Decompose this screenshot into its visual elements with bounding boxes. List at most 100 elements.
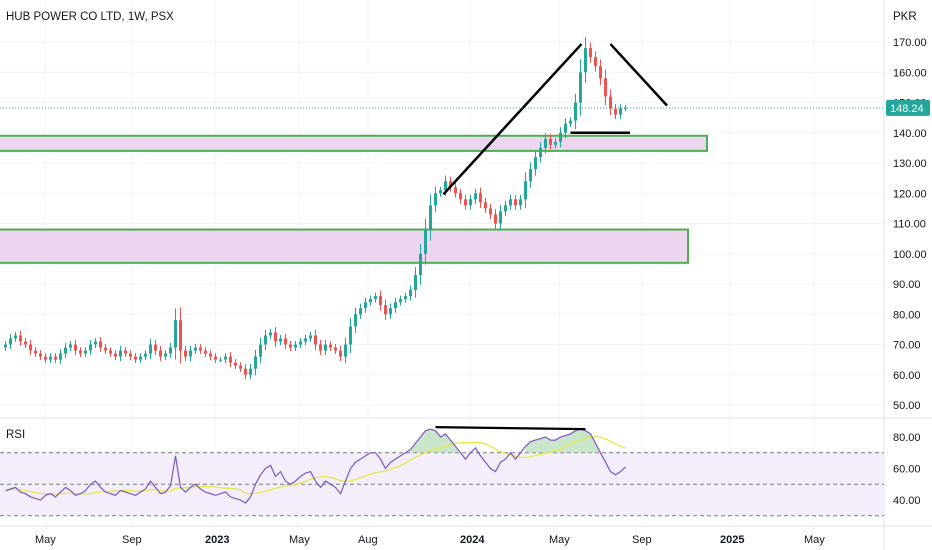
trend-line-falling: [609, 43, 668, 107]
currency-label[interactable]: PKR: [893, 11, 917, 23]
price-tick-label: 90.00: [893, 279, 921, 291]
candle-body: [364, 302, 367, 309]
candle-body: [119, 350, 122, 357]
candle-body: [109, 350, 112, 354]
candle-body: [594, 57, 597, 67]
candle-body: [419, 253, 422, 275]
candle-body: [189, 350, 192, 357]
candle-body: [389, 308, 392, 315]
rsi-label[interactable]: RSI: [6, 429, 25, 441]
candle-body: [504, 205, 507, 212]
candle-body: [499, 211, 502, 224]
candle-body: [64, 347, 67, 354]
candle-body: [194, 347, 197, 351]
candle-body: [204, 350, 207, 354]
candle-body: [99, 341, 102, 348]
rsi-tick-label: 40.00: [893, 495, 921, 507]
candle-body: [229, 356, 232, 363]
candle-body: [409, 290, 412, 297]
candle-body: [129, 353, 132, 357]
time-tick-label: 2023: [205, 534, 229, 546]
candle-body: [344, 344, 347, 357]
candle-body: [164, 353, 167, 357]
candle-body: [549, 138, 552, 145]
time-tick-label: Sep: [632, 534, 652, 546]
candle-body: [434, 193, 437, 206]
time-tick-label: May: [35, 534, 56, 546]
candle-body: [314, 335, 317, 345]
rsi-ma-line: [5, 435, 626, 495]
candle-body: [429, 205, 432, 230]
candle-body: [34, 350, 37, 354]
candle-body: [239, 365, 242, 369]
candle-body: [624, 107, 627, 109]
rsi-divergence-line: [435, 426, 586, 431]
candle-body: [469, 199, 472, 206]
candle-body: [349, 326, 352, 345]
candle-body: [179, 320, 182, 351]
candle-body: [574, 102, 577, 121]
candle-body: [224, 356, 227, 360]
rsi-line: [5, 428, 626, 504]
candle-body: [149, 344, 152, 354]
candle-body: [114, 353, 117, 357]
candle-body: [614, 108, 617, 115]
price-tick-label: 60.00: [893, 370, 921, 382]
candle-body: [609, 96, 612, 109]
candle-body: [359, 308, 362, 315]
candle-body: [139, 356, 142, 360]
candle-body: [134, 356, 137, 360]
candle-body: [334, 347, 337, 351]
candle-body: [509, 199, 512, 206]
candle-body: [9, 338, 12, 345]
trend-line-rising: [442, 43, 583, 196]
price-tick-label: 160.00: [893, 67, 927, 79]
candle-body: [124, 350, 127, 354]
candle-body: [489, 208, 492, 215]
candle-body: [169, 347, 172, 354]
time-tick-label: 2024: [460, 534, 485, 546]
candle-body: [284, 338, 287, 345]
candle-body: [449, 181, 452, 188]
price-tick-label: 130.00: [893, 158, 927, 170]
candle-body: [539, 147, 542, 157]
candle-body: [394, 302, 397, 309]
candle-body: [464, 199, 467, 206]
candle-body: [404, 296, 407, 300]
candle-body: [534, 156, 537, 170]
price-tick-label: 120.00: [893, 188, 927, 200]
candlestick-series: [4, 37, 627, 380]
candle-body: [524, 181, 527, 200]
symbol-title[interactable]: HUB POWER CO LTD, 1W, PSX: [6, 11, 174, 23]
candle-body: [304, 338, 307, 342]
candle-body: [69, 344, 72, 348]
candle-body: [374, 296, 377, 300]
candle-body: [214, 356, 217, 360]
support-resistance-zones: [0, 134, 708, 264]
candle-body: [324, 344, 327, 351]
candle-body: [184, 350, 187, 357]
candle-body: [44, 356, 47, 360]
time-axis[interactable]: May Sep 2023 May Aug 2024 May Sep 2025 May: [35, 534, 825, 546]
candle-body: [274, 332, 277, 342]
candle-body: [544, 138, 547, 148]
candle-body: [604, 78, 607, 97]
candle-body: [559, 132, 562, 142]
candle-body: [569, 120, 572, 124]
candle-body: [354, 314, 357, 327]
zone-lower: [0, 228, 689, 264]
rsi-axis[interactable]: 80.00 60.00 40.00: [893, 432, 921, 507]
candle-body: [384, 305, 387, 315]
time-tick-label: Sep: [122, 534, 142, 546]
price-tick-label: 100.00: [893, 249, 927, 261]
candle-body: [59, 353, 62, 360]
candle-body: [89, 344, 92, 351]
candle-body: [174, 320, 177, 348]
rsi-overbought-fill: [525, 429, 606, 453]
candle-body: [444, 181, 447, 191]
candle-body: [479, 193, 482, 203]
candle-body: [269, 332, 272, 336]
candle-body: [29, 344, 32, 351]
candle-body: [529, 169, 532, 182]
